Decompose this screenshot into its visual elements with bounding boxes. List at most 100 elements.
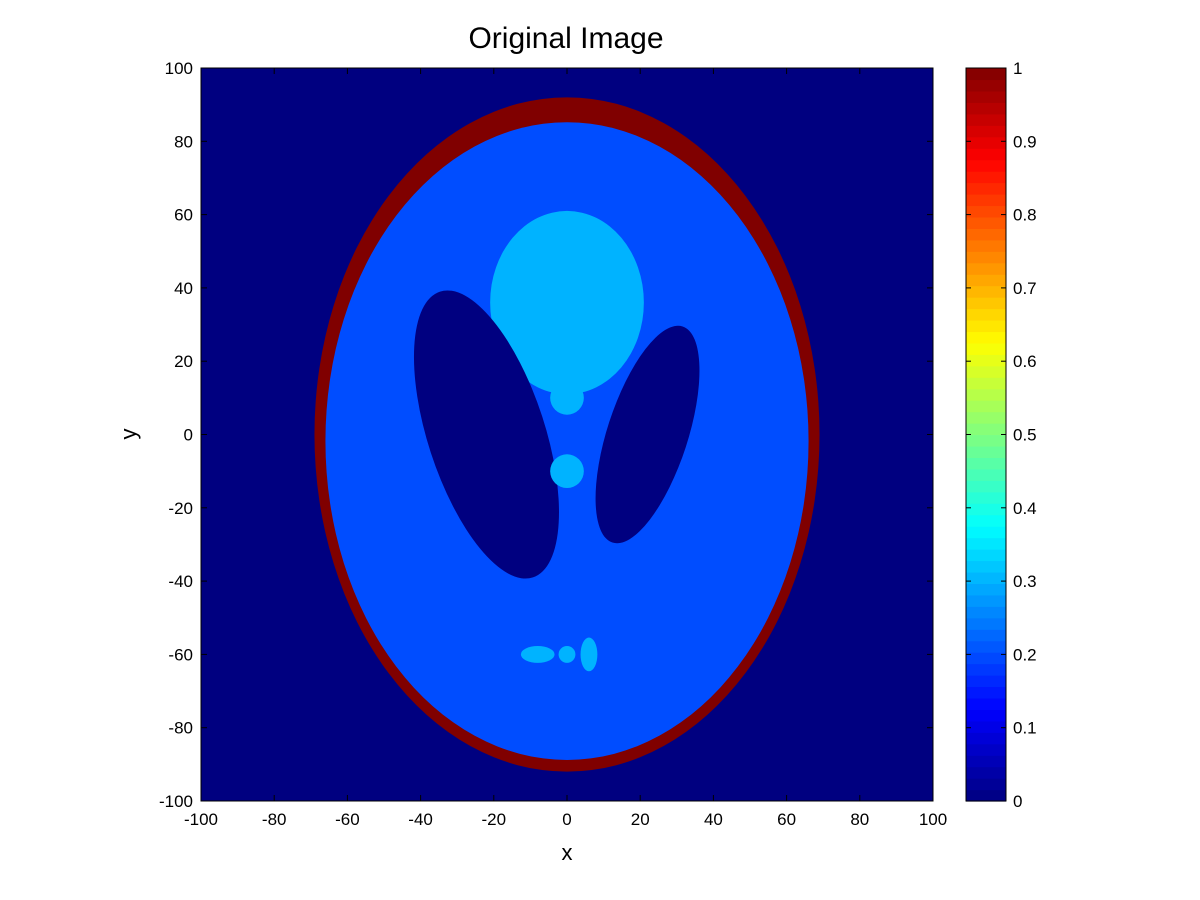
- colorbar-band: [966, 491, 1006, 504]
- y-tick-label: 20: [174, 352, 193, 371]
- image-region-6: [550, 380, 584, 415]
- colorbar-band: [966, 354, 1006, 367]
- image-region-7: [550, 454, 584, 489]
- image-region-8: [520, 645, 555, 663]
- image-region-10: [580, 637, 598, 672]
- colorbar-tick-label: 0: [1013, 792, 1022, 811]
- colorbar-band: [966, 205, 1006, 218]
- colorbar-band: [966, 468, 1006, 481]
- colorbar-band: [966, 606, 1006, 619]
- x-tick-label: 80: [850, 810, 869, 829]
- y-tick-label: 40: [174, 279, 193, 298]
- colorbar-band: [966, 182, 1006, 195]
- y-tick-label: 60: [174, 206, 193, 225]
- colorbar-ticks: 0 0.1 0.2 0.3 0.4 0.5 0.6 0.7 0.8 0.9 1: [966, 59, 1037, 811]
- colorbar-band: [966, 251, 1006, 264]
- colorbar-band: [966, 697, 1006, 710]
- colorbar-band: [966, 766, 1006, 779]
- colorbar-band: [966, 675, 1006, 688]
- x-tick-label: 40: [704, 810, 723, 829]
- colorbar-tick-label: 0.1: [1013, 719, 1037, 738]
- colorbar-band: [966, 388, 1006, 401]
- x-tick-label: 60: [777, 810, 796, 829]
- colorbar-band: [966, 629, 1006, 642]
- colorbar-tick-label: 0.3: [1013, 572, 1037, 591]
- y-tick-label: 80: [174, 132, 193, 151]
- colorbar-band: [966, 285, 1006, 298]
- x-tick-label: 100: [919, 810, 947, 829]
- colorbar-band: [966, 480, 1006, 493]
- colorbar-band: [966, 549, 1006, 562]
- image-region-4: [413, 290, 559, 579]
- colorbar-band: [966, 79, 1006, 92]
- colorbar-band: [966, 113, 1006, 126]
- colorbar-band: [966, 663, 1006, 676]
- colorbar-band: [966, 537, 1006, 550]
- colorbar-band: [966, 720, 1006, 733]
- colorbar-tick-label: 0.8: [1013, 206, 1037, 225]
- colorbar-band: [966, 400, 1006, 413]
- colorbar-band: [966, 755, 1006, 768]
- colorbar-band: [966, 445, 1006, 459]
- colorbar-band: [966, 434, 1006, 447]
- colorbar-band: [966, 319, 1006, 333]
- colorbar-tick-label: 0.6: [1013, 352, 1037, 371]
- colorbar-band: [966, 594, 1006, 607]
- x-tick-label: -20: [482, 810, 507, 829]
- y-tick-label: -100: [159, 792, 193, 811]
- x-axis: -100 -80 -60 -40 -20 0 20 40 60 80 100: [184, 68, 947, 829]
- colorbar-band: [966, 365, 1006, 378]
- y-tick-label: 0: [184, 426, 193, 445]
- colorbar-band: [966, 686, 1006, 699]
- colorbar-band: [966, 560, 1006, 573]
- colorbar-band: [966, 423, 1006, 436]
- colorbar-band: [966, 342, 1006, 355]
- colorbar-band: [966, 90, 1006, 103]
- colorbar-band: [966, 411, 1006, 424]
- colorbar-tick-label: 0.5: [1013, 426, 1037, 445]
- colorbar-band: [966, 617, 1006, 630]
- x-tick-label: -60: [335, 810, 360, 829]
- colorbar-band: [966, 377, 1006, 390]
- colorbar-band: [966, 652, 1006, 665]
- colorbar-band: [966, 193, 1006, 207]
- colorbar-band: [966, 743, 1006, 756]
- colorbar-gradient: [966, 68, 1006, 802]
- plot-area: [200, 67, 934, 802]
- colorbar-band: [966, 709, 1006, 722]
- x-tick-label: -80: [262, 810, 287, 829]
- chart-title: Original Image: [468, 22, 663, 55]
- y-tick-label: -20: [168, 499, 193, 518]
- colorbar-band: [966, 503, 1006, 516]
- colorbar-band: [966, 239, 1006, 252]
- image-region-9: [558, 645, 576, 663]
- x-tick-label: 20: [631, 810, 650, 829]
- colorbar-tick-label: 0.2: [1013, 645, 1037, 664]
- colorbar-band: [966, 583, 1006, 596]
- colorbar-band: [966, 640, 1006, 653]
- colorbar-band: [966, 297, 1006, 310]
- colorbar: 0 0.1 0.2 0.3 0.4 0.5 0.6 0.7 0.8 0.9 1: [965, 59, 1037, 811]
- colorbar-band: [966, 331, 1006, 344]
- colorbar-band: [966, 514, 1006, 527]
- y-tick-label: -40: [168, 572, 193, 591]
- colorbar-band: [966, 789, 1006, 802]
- colorbar-band: [966, 228, 1006, 241]
- y-tick-label: -80: [168, 719, 193, 738]
- colorbar-tick-label: 0.9: [1013, 132, 1037, 151]
- colorbar-band: [966, 159, 1006, 172]
- colorbar-band: [966, 125, 1006, 138]
- colorbar-band: [966, 778, 1006, 791]
- x-tick-label: -40: [408, 810, 433, 829]
- colorbar-band: [966, 274, 1006, 287]
- colorbar-band: [966, 526, 1006, 539]
- colorbar-band: [966, 308, 1006, 321]
- colorbar-band: [966, 732, 1006, 745]
- image-region-3: [490, 210, 644, 395]
- y-axis-label: y: [116, 429, 141, 440]
- x-tick-label: -100: [184, 810, 218, 829]
- colorbar-tick-label: 0.7: [1013, 279, 1037, 298]
- image-region-5: [595, 325, 700, 544]
- image-regions: [314, 97, 820, 772]
